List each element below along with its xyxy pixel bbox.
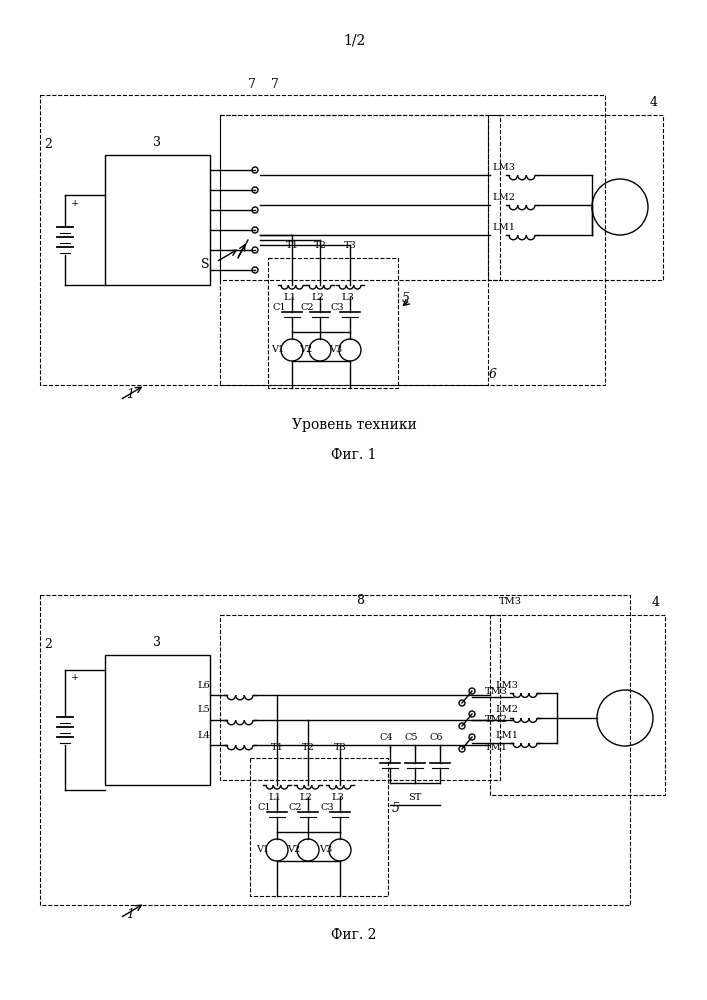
- Text: 2: 2: [44, 639, 52, 652]
- Text: LM2: LM2: [495, 706, 518, 714]
- Bar: [220, 115, 488, 385]
- Text: 7: 7: [271, 79, 279, 92]
- Text: LM3: LM3: [495, 680, 518, 690]
- Text: L1: L1: [269, 792, 281, 802]
- Text: Фиг. 2: Фиг. 2: [332, 928, 377, 942]
- Text: TM3: TM3: [498, 597, 522, 606]
- Bar: [105, 655, 210, 785]
- Text: LM2: LM2: [492, 192, 515, 202]
- Text: 4: 4: [652, 596, 660, 609]
- Text: L5: L5: [197, 706, 210, 714]
- Text: V1: V1: [256, 846, 269, 854]
- Text: T1: T1: [286, 241, 298, 250]
- Text: L3: L3: [332, 792, 344, 802]
- Text: C1: C1: [272, 302, 286, 312]
- Text: 5: 5: [402, 292, 410, 304]
- Text: 1: 1: [126, 908, 134, 922]
- Text: 3: 3: [153, 637, 161, 650]
- Bar: [268, 258, 398, 388]
- Text: L3: L3: [341, 292, 354, 302]
- Text: V3: V3: [319, 846, 332, 854]
- Bar: [40, 595, 630, 905]
- Text: 8: 8: [356, 593, 364, 606]
- Text: 2: 2: [44, 138, 52, 151]
- Text: LM3: LM3: [492, 162, 515, 172]
- Bar: [488, 115, 663, 280]
- Text: T2: T2: [314, 241, 327, 250]
- Text: T3: T3: [344, 241, 356, 250]
- Text: 6: 6: [489, 368, 497, 381]
- Bar: [40, 95, 605, 385]
- Text: 4: 4: [650, 97, 658, 109]
- Text: TM3: TM3: [485, 688, 508, 696]
- Text: T1: T1: [271, 744, 284, 752]
- Text: C2: C2: [300, 302, 314, 312]
- Text: T2: T2: [302, 744, 315, 752]
- Text: 3: 3: [153, 136, 161, 149]
- Text: LM1: LM1: [492, 223, 515, 232]
- Text: TM1: TM1: [485, 744, 508, 752]
- Text: V2: V2: [299, 346, 312, 355]
- Text: Фиг. 1: Фиг. 1: [332, 448, 377, 462]
- Text: ST: ST: [409, 792, 421, 802]
- Text: C4: C4: [379, 734, 393, 742]
- Text: C5: C5: [404, 734, 418, 742]
- Text: 5: 5: [392, 802, 400, 814]
- Text: L1: L1: [284, 292, 296, 302]
- Text: L6: L6: [197, 680, 210, 690]
- Bar: [220, 115, 500, 280]
- Text: Уровень техники: Уровень техники: [291, 418, 416, 432]
- Text: +: +: [71, 198, 79, 208]
- Text: C3: C3: [320, 802, 334, 812]
- Bar: [250, 758, 388, 896]
- Text: C3: C3: [330, 302, 344, 312]
- Text: TM2: TM2: [485, 716, 508, 724]
- Text: L4: L4: [197, 730, 210, 740]
- Text: L2: L2: [312, 292, 325, 302]
- Text: C2: C2: [288, 802, 302, 812]
- Text: +: +: [71, 674, 79, 682]
- Text: V2: V2: [287, 846, 300, 854]
- Text: 1/2: 1/2: [343, 33, 365, 47]
- Text: 1: 1: [126, 388, 134, 401]
- Text: S: S: [201, 258, 209, 271]
- Bar: [105, 155, 210, 285]
- Bar: [490, 615, 665, 795]
- Text: T3: T3: [334, 744, 346, 752]
- Text: V3: V3: [329, 346, 342, 355]
- Text: LM1: LM1: [495, 730, 518, 740]
- Text: 7: 7: [248, 79, 256, 92]
- Text: V1: V1: [271, 346, 284, 355]
- Text: C6: C6: [429, 734, 443, 742]
- Text: C1: C1: [257, 802, 271, 812]
- Text: L2: L2: [300, 792, 312, 802]
- Bar: [220, 615, 500, 780]
